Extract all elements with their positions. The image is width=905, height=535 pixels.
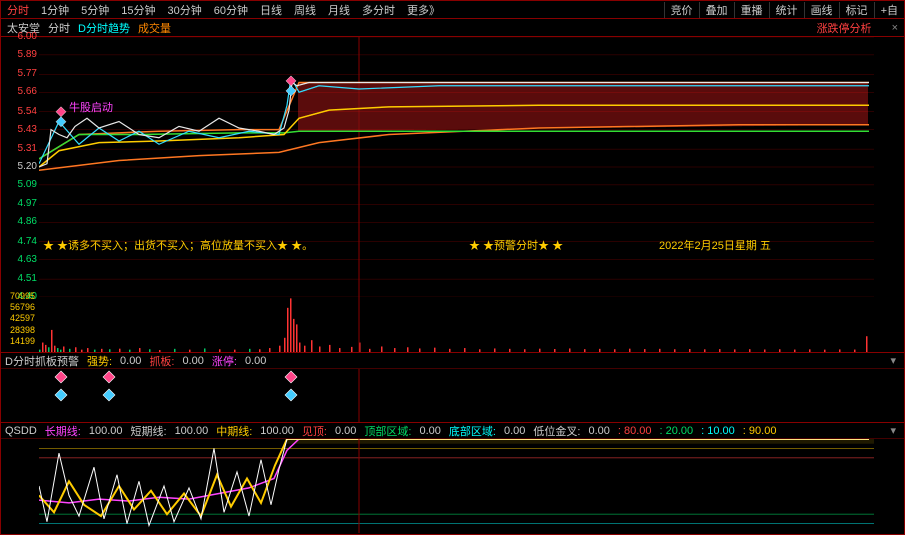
toolbar-button[interactable]: 重播 [734, 2, 769, 18]
limit-analysis-label[interactable]: 涨跌停分析 [817, 20, 872, 36]
toolbar-button[interactable]: +自 [874, 2, 904, 18]
annotation-warn-date: 2022年2月25日星期 五 [659, 237, 771, 253]
indicator-label: 强势: [87, 353, 112, 369]
indicator-label: 100.00 [175, 425, 209, 437]
indicator-label: : 20.00 [660, 425, 694, 437]
toolbar-button[interactable]: 标记 [839, 2, 874, 18]
indicator-label: 长期线: [45, 423, 81, 439]
y-tick-label: 5.66 [3, 86, 37, 97]
y-tick-label: 5.89 [3, 49, 37, 60]
y-tick-label: 6.00 [3, 31, 37, 42]
y-tick-label: 5.54 [3, 106, 37, 117]
indicator-label: 0.00 [183, 355, 204, 367]
timeframe-tab[interactable]: 15分钟 [115, 2, 161, 18]
pane-alert-header: D分时抓板预警强势: 0.00 抓板: 0.00 涨停: 0.00 ▾ [1, 353, 904, 369]
indicator-label: 0.00 [588, 425, 609, 437]
indicator-label: 中期线: [216, 423, 252, 439]
y-tick-label: 5.20 [3, 161, 37, 172]
indicator-label: : 80.00 [618, 425, 652, 437]
pane-qsdd-body [1, 439, 904, 533]
close-icon[interactable]: × [892, 22, 898, 34]
indicator-label: : 90.00 [743, 425, 777, 437]
timeframe-tab[interactable]: 月线 [322, 2, 356, 18]
sub-tab-vol[interactable]: 成交量 [138, 20, 171, 36]
indicator-label: 低位金叉: [533, 423, 580, 439]
y-tick-label: 4.86 [3, 216, 37, 227]
timeframe-tab[interactable]: 日线 [254, 2, 288, 18]
sub-tab-trend[interactable]: D分时趋势 [78, 20, 130, 36]
pane-alert: D分时抓板预警强势: 0.00 抓板: 0.00 涨停: 0.00 ▾ [1, 353, 904, 423]
y-tick-label: 5.09 [3, 179, 37, 190]
timeframe-tab[interactable]: 分时 [1, 2, 35, 18]
indicator-label: : 10.00 [701, 425, 735, 437]
chevron-down-icon[interactable]: ▾ [890, 354, 896, 367]
timeframe-tab[interactable]: 更多》 [401, 2, 446, 18]
indicator-label: 100.00 [89, 425, 123, 437]
indicator-label: QSDD [5, 425, 37, 437]
annotation-niugu: 牛股启动 [69, 99, 113, 115]
indicator-label: 0.00 [504, 425, 525, 437]
y-tick-label: 5.43 [3, 124, 37, 135]
toolbar-button[interactable]: 竞价 [664, 2, 699, 18]
chevron-down-icon[interactable]: ▾ [890, 424, 896, 437]
pane-qsdd-header: QSDD 长期线: 100.00 短期线: 100.00 中期线: 100.00 见顶: 0.0… [1, 423, 904, 439]
vol-tick: 28398 [10, 325, 35, 335]
indicator-label: 0.00 [245, 355, 266, 367]
y-tick-label: 4.74 [3, 236, 37, 247]
vol-tick: 70995 [10, 291, 35, 301]
vol-tick: 56796 [10, 302, 35, 312]
indicator-label: 0.00 [419, 425, 440, 437]
toolbar-button[interactable]: 统计 [769, 2, 804, 18]
timeframe-tab[interactable]: 5分钟 [75, 2, 115, 18]
indicator-label: 涨停: [212, 353, 237, 369]
sub-tab-fs[interactable]: 分时 [48, 20, 70, 36]
y-tick-label: 4.63 [3, 254, 37, 265]
subheader: 太安堂 分时 D分时趋势 成交量 涨跌停分析 × [1, 19, 904, 37]
volume-axis: 7099556796425972839814199 [1, 296, 37, 352]
indicator-label: 底部区域: [449, 423, 496, 439]
indicator-label: 见顶: [302, 423, 327, 439]
indicator-label: 短期线: [131, 423, 167, 439]
toolbar-button[interactable]: 叠加 [699, 2, 734, 18]
price-plot: 7099556796425972839814199 牛股启动 ★ ★诱多不买入；… [39, 37, 872, 352]
timeframe-tabs: 分时1分钟5分钟15分钟30分钟60分钟日线周线月线多分时更多》 竞价叠加重播统… [1, 1, 904, 19]
vol-tick: 14199 [10, 336, 35, 346]
timeframe-tab[interactable]: 60分钟 [208, 2, 254, 18]
y-tick-label: 4.51 [3, 273, 37, 284]
root: 分时1分钟5分钟15分钟30分钟60分钟日线周线月线多分时更多》 竞价叠加重播统… [0, 0, 905, 535]
toolbar-button[interactable]: 画线 [804, 2, 839, 18]
timeframe-tab[interactable]: 多分时 [356, 2, 401, 18]
indicator-label: 抓板: [149, 353, 174, 369]
timeframe-tab[interactable]: 1分钟 [35, 2, 75, 18]
timeframe-tab[interactable]: 周线 [288, 2, 322, 18]
pane-alert-body [1, 369, 904, 423]
y-tick-label: 5.77 [3, 68, 37, 79]
y-tick-label: 4.97 [3, 198, 37, 209]
annotation-warn-mid: ★ ★预警分时★ ★ [469, 237, 563, 253]
indicator-label: D分时抓板预警 [5, 353, 79, 369]
indicator-label: 0.00 [120, 355, 141, 367]
indicator-label: 100.00 [260, 425, 294, 437]
vol-tick: 42597 [10, 313, 35, 323]
annotation-warn-left: ★ ★诱多不买入；出货不买入；高位放量不买入★ ★。 [43, 237, 313, 253]
y-tick-label: 5.31 [3, 143, 37, 154]
indicator-label: 顶部区域: [364, 423, 411, 439]
price-chart[interactable]: 6.005.895.775.665.545.435.315.205.094.97… [1, 37, 904, 353]
indicator-label: 0.00 [335, 425, 356, 437]
timeframe-tab[interactable]: 30分钟 [162, 2, 208, 18]
pane-qsdd: QSDD 长期线: 100.00 短期线: 100.00 中期线: 100.00 见顶: 0.0… [1, 423, 904, 533]
